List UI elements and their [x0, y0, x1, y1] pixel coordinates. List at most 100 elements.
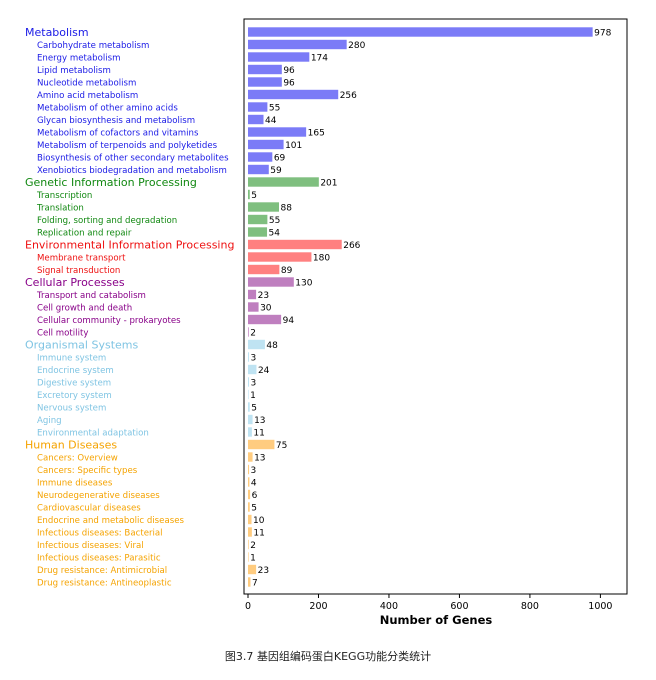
- bar-environmental-information-processing: [248, 239, 342, 250]
- bar-excretory-system: [248, 389, 249, 400]
- x-tick-label: 0: [245, 601, 251, 612]
- value-label: 1: [250, 391, 256, 401]
- value-label: 280: [348, 41, 365, 51]
- value-label: 11: [253, 429, 264, 439]
- x-tick-label: 600: [450, 601, 468, 612]
- bar-cellular-community-prokaryotes: [248, 314, 282, 325]
- figure-caption: 图3.7 基因组编码蛋白KEGG功能分类统计: [224, 650, 432, 663]
- bar-transport-and-catabolism: [248, 289, 257, 300]
- bar-cell-growth-and-death: [248, 302, 259, 312]
- value-label: 69: [274, 154, 286, 164]
- bar-environmental-adaptation: [248, 427, 252, 437]
- subcategory-label: Glycan biosynthesis and metabolism: [37, 116, 195, 126]
- value-label: 1: [250, 554, 256, 564]
- bar-human-diseases: [248, 439, 275, 450]
- subcategory-label: Nucleotide metabolism: [37, 78, 136, 88]
- subcategory-label: Drug resistance: Antineoplastic: [37, 578, 172, 588]
- bar-genetic-information-processing: [248, 177, 319, 187]
- x-tick-label: 800: [521, 601, 539, 612]
- bar-metabolism-of-other-amino-acids: [248, 102, 268, 112]
- value-label: 44: [265, 116, 277, 126]
- value-label: 96: [283, 66, 295, 76]
- value-label: 23: [258, 291, 269, 301]
- bar-glycan-biosynthesis-and-metabolism: [248, 114, 264, 125]
- category-label: Organismal Systems: [25, 339, 138, 352]
- bar-cancers-specific-types: [248, 464, 250, 475]
- value-label: 3: [251, 379, 257, 389]
- bar-aging: [248, 414, 253, 425]
- bar-neurodegenerative-diseases: [248, 489, 251, 500]
- bar-nervous-system: [248, 402, 250, 412]
- value-label: 96: [283, 79, 295, 89]
- subcategory-label: Infectious diseases: Viral: [37, 541, 144, 551]
- bar-nucleotide-metabolism: [248, 77, 282, 87]
- value-label: 13: [254, 454, 265, 464]
- value-label: 3: [251, 354, 257, 364]
- subcategory-label: Cell motility: [37, 328, 88, 338]
- subcategory-label: Replication and repair: [37, 228, 132, 238]
- subcategory-label: Carbohydrate metabolism: [37, 41, 149, 51]
- bar-infectious-diseases-parasitic: [248, 552, 249, 562]
- subcategory-label: Aging: [37, 416, 62, 426]
- subcategory-label: Membrane transport: [37, 253, 126, 263]
- bar-membrane-transport: [248, 252, 312, 262]
- plot-frame: [243, 18, 628, 595]
- subcategory-label: Endocrine system: [37, 366, 114, 376]
- value-label: 5: [251, 191, 257, 201]
- subcategory-label: Transcription: [36, 191, 92, 201]
- value-label: 5: [251, 404, 257, 414]
- value-label: 165: [308, 129, 325, 139]
- value-label: 75: [276, 441, 287, 451]
- value-label: 6: [252, 491, 258, 501]
- value-label: 54: [269, 229, 281, 239]
- subcategory-label: Endocrine and metabolic diseases: [37, 516, 184, 526]
- x-axis-label: Number of Genes: [380, 613, 493, 627]
- x-tick-label: 1000: [588, 601, 612, 612]
- value-label: 89: [281, 266, 293, 276]
- value-label: 24: [258, 366, 270, 376]
- value-label: 88: [281, 204, 293, 214]
- category-label: Cellular Processes: [25, 276, 125, 289]
- bar-signal-transduction: [248, 264, 280, 275]
- bar-cancers-overview: [248, 452, 253, 462]
- subcategory-label: Xenobiotics biodegradation and metabolis…: [37, 166, 227, 176]
- value-label: 11: [253, 529, 264, 539]
- kegg-bar-chart: 978 Metabolism 280 Carbohydrate metabolism 1…: [25, 18, 628, 627]
- value-label: 2: [250, 541, 256, 551]
- bar-immune-system: [248, 352, 250, 362]
- value-label: 101: [285, 141, 302, 151]
- bar-translation: [248, 202, 280, 212]
- value-label: 30: [260, 304, 272, 314]
- x-tick-label: 400: [380, 601, 398, 612]
- subcategory-label: Folding, sorting and degradation: [37, 216, 177, 226]
- bar-infectious-diseases-bacterial: [248, 527, 252, 537]
- subcategory-label: Metabolism of terpenoids and polyketides: [37, 141, 218, 151]
- subcategory-label: Immune system: [37, 353, 106, 363]
- subcategory-label: Cancers: Specific types: [37, 466, 138, 476]
- category-label: Genetic Information Processing: [25, 176, 197, 189]
- value-label: 2: [250, 329, 256, 339]
- subcategory-label: Nervous system: [37, 403, 106, 413]
- bar-cellular-processes: [248, 277, 294, 287]
- value-label: 59: [270, 166, 282, 176]
- bar-lipid-metabolism: [248, 64, 282, 75]
- value-label: 5: [251, 504, 257, 514]
- category-label: Human Diseases: [25, 439, 117, 452]
- subcategory-label: Excretory system: [37, 391, 112, 401]
- bar-endocrine-system: [248, 364, 257, 375]
- labels-layer: 978 Metabolism 280 Carbohydrate metabolism 1…: [25, 26, 612, 588]
- subcategory-label: Digestive system: [37, 378, 111, 388]
- subcategory-label: Biosynthesis of other secondary metaboli…: [37, 153, 229, 163]
- category-label: Metabolism: [25, 26, 89, 39]
- bar-endocrine-and-metabolic-diseases: [248, 514, 252, 525]
- subcategory-label: Cell growth and death: [37, 303, 132, 313]
- bar-replication-and-repair: [248, 227, 268, 237]
- value-label: 3: [251, 466, 257, 476]
- value-label: 55: [269, 104, 280, 114]
- subcategory-label: Metabolism of cofactors and vitamins: [37, 128, 199, 138]
- value-label: 94: [283, 316, 295, 326]
- value-label: 256: [340, 91, 357, 101]
- subcategory-label: Metabolism of other amino acids: [37, 103, 178, 113]
- bar-digestive-system: [248, 377, 250, 387]
- value-label: 174: [311, 54, 328, 64]
